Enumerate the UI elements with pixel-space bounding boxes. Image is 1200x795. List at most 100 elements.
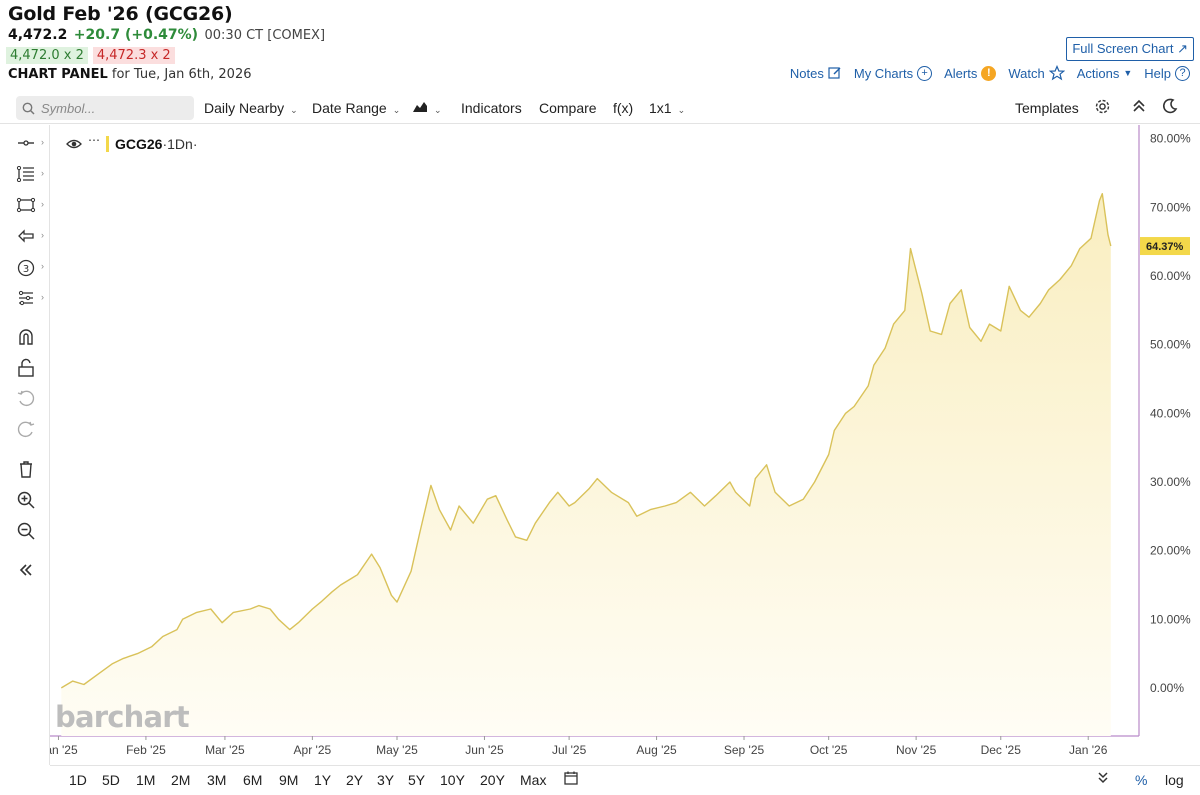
range-button-9m[interactable]: 9M (279, 772, 299, 788)
price-change: +20.7 (+0.47%) (73, 27, 199, 43)
settings-gear-icon[interactable] (1094, 98, 1111, 118)
range-button-5d[interactable]: 5D (102, 772, 120, 788)
header-actions: Notes My Charts + Alerts ! Watch Actions… (790, 65, 1190, 81)
price-chart[interactable]: 80.00% 70.00% 60.00% 50.00% 40.00% 30.00% 20.0… (50, 125, 1200, 765)
bid-badge: 4,472.0 x 2 (6, 47, 88, 64)
range-selector-bar: 1D 5D 1M 2M 3M 6M 9M 1Y 2Y 3Y 5Y 10Y 20Y Max % log (50, 765, 1200, 795)
search-icon (22, 102, 35, 115)
alert-warning-icon: ! (981, 65, 997, 81)
chart-toolbar: Symbol... Daily Nearby ⌄ Date Range ⌄ ⌄ In… (0, 92, 1200, 124)
fibonacci-tool-icon[interactable]: › (16, 165, 44, 188)
lock-icon[interactable] (16, 358, 42, 380)
caret-down-icon: ▼ (1123, 68, 1133, 78)
x-tick-label: Apr '25 (294, 743, 332, 757)
star-icon (1048, 65, 1065, 81)
compare-button[interactable]: Compare (539, 100, 597, 116)
price-line (60, 193, 1112, 689)
range-button-5y[interactable]: 5Y (408, 772, 426, 788)
range-button-1m[interactable]: 1M (136, 772, 156, 788)
log-scale-toggle[interactable]: log (1165, 772, 1184, 788)
series-color-swatch (106, 136, 109, 152)
rectangle-tool-icon[interactable]: › (16, 197, 44, 219)
zoom-out-icon[interactable] (16, 521, 42, 543)
symbol-placeholder: Symbol... (41, 100, 96, 116)
y-axis: 80.00% 70.00% 60.00% 50.00% 40.00% 30.00% 20.0… (1150, 132, 1191, 695)
watch-link[interactable]: Watch (1008, 65, 1065, 81)
panel-label: CHART PANEL (8, 67, 108, 82)
range-button-3m[interactable]: 3M (207, 772, 227, 788)
interval-dropdown[interactable]: Daily Nearby ⌄ (204, 100, 298, 116)
my-charts-link[interactable]: My Charts + (854, 65, 933, 81)
more-options-icon[interactable]: ⋯ (88, 133, 100, 147)
x-tick-label: Mar '25 (205, 743, 245, 757)
chevron-down-icon: ⌄ (434, 105, 442, 115)
range-button-3y[interactable]: 3Y (377, 772, 395, 788)
range-button-max[interactable]: Max (520, 772, 547, 788)
line-tool-icon[interactable]: › (16, 135, 44, 157)
help-link[interactable]: Help ? (1144, 65, 1190, 81)
indicators-button[interactable]: Indicators (461, 100, 522, 116)
date-range-label: Date Range (312, 100, 387, 116)
calendar-icon[interactable] (563, 770, 579, 789)
function-button[interactable]: f(x) (613, 100, 634, 116)
notes-link[interactable]: Notes (790, 66, 842, 81)
x-tick-label: Jul '25 (552, 743, 587, 757)
undo-icon[interactable] (16, 389, 42, 411)
y-tick-label: 60.00% (1150, 269, 1191, 283)
number-marker-icon[interactable]: 3 › (16, 259, 44, 281)
percent-scale-toggle[interactable]: % (1135, 772, 1148, 788)
layout-dropdown[interactable]: 1x1 ⌄ (649, 100, 685, 116)
collapse-sidebar-icon[interactable] (16, 560, 42, 582)
x-tick-label: Jan '25 (50, 743, 78, 757)
plot-layer (60, 193, 1112, 736)
bid-ask: 4,472.0 x 2 4,472.3 x 2 (6, 47, 175, 64)
x-tick-label: Nov '25 (896, 743, 937, 757)
date-range-dropdown[interactable]: Date Range ⌄ (312, 100, 400, 116)
magnet-icon[interactable] (16, 327, 42, 349)
alerts-link[interactable]: Alerts ! (944, 65, 997, 81)
trash-icon[interactable] (16, 459, 42, 481)
range-button-1y[interactable]: 1Y (314, 772, 332, 788)
chart-legend[interactable]: ⋯ GCG26·1Dn· (66, 133, 197, 152)
collapse-down-icon[interactable] (1097, 771, 1109, 788)
chevron-down-icon: ⌄ (392, 105, 401, 115)
zoom-in-icon[interactable] (16, 490, 42, 512)
area-chart-icon (413, 102, 427, 112)
interval-label: Daily Nearby (204, 100, 285, 116)
layout-label: 1x1 (649, 100, 672, 116)
expand-arrow-icon: ↗ (1177, 41, 1188, 56)
plus-circle-icon: + (917, 65, 933, 81)
last-value-tag-bg (1140, 237, 1190, 256)
range-button-10y[interactable]: 10Y (440, 772, 465, 788)
actions-menu[interactable]: Actions ▼ (1077, 66, 1133, 81)
actions-label: Actions (1076, 65, 1120, 81)
arrow-tool-icon[interactable]: › (16, 228, 44, 250)
y-tick-label: 10.00% (1150, 612, 1191, 626)
pattern-tool-icon[interactable]: › (16, 290, 44, 312)
collapse-up-icon[interactable] (1132, 98, 1146, 117)
symbol-search-input[interactable]: Symbol... (16, 96, 194, 120)
chart-type-dropdown[interactable]: ⌄ (412, 100, 442, 116)
full-screen-button[interactable]: Full Screen Chart ↗ (1066, 37, 1194, 61)
help-icon: ? (1175, 65, 1190, 81)
dark-mode-moon-icon[interactable] (1162, 98, 1178, 117)
page-title: Gold Feb '26 (GCG26) (8, 3, 233, 25)
redo-icon[interactable] (16, 420, 42, 442)
range-button-2m[interactable]: 2M (171, 772, 191, 788)
quote-time: 00:30 CT [COMEX] (204, 28, 326, 43)
drawing-tools-sidebar: › › › › 3 › › (0, 125, 50, 765)
eye-icon[interactable] (66, 138, 82, 150)
y-tick-label: 20.00% (1150, 544, 1191, 558)
y-tick-label: 30.00% (1150, 475, 1191, 489)
range-button-6m[interactable]: 6M (243, 772, 263, 788)
y-tick-label: 70.00% (1150, 200, 1191, 214)
last-value-label: 64.37% (1146, 241, 1184, 253)
range-button-20y[interactable]: 20Y (480, 772, 505, 788)
range-button-2y[interactable]: 2Y (346, 772, 364, 788)
chevron-down-icon: ⌄ (677, 105, 686, 115)
range-button-1d[interactable]: 1D (69, 772, 87, 788)
templates-button[interactable]: Templates (1015, 100, 1079, 116)
notes-label: Notes (789, 65, 824, 81)
price-area-fill (61, 193, 1111, 736)
series-symbol: GCG26 (115, 136, 163, 152)
